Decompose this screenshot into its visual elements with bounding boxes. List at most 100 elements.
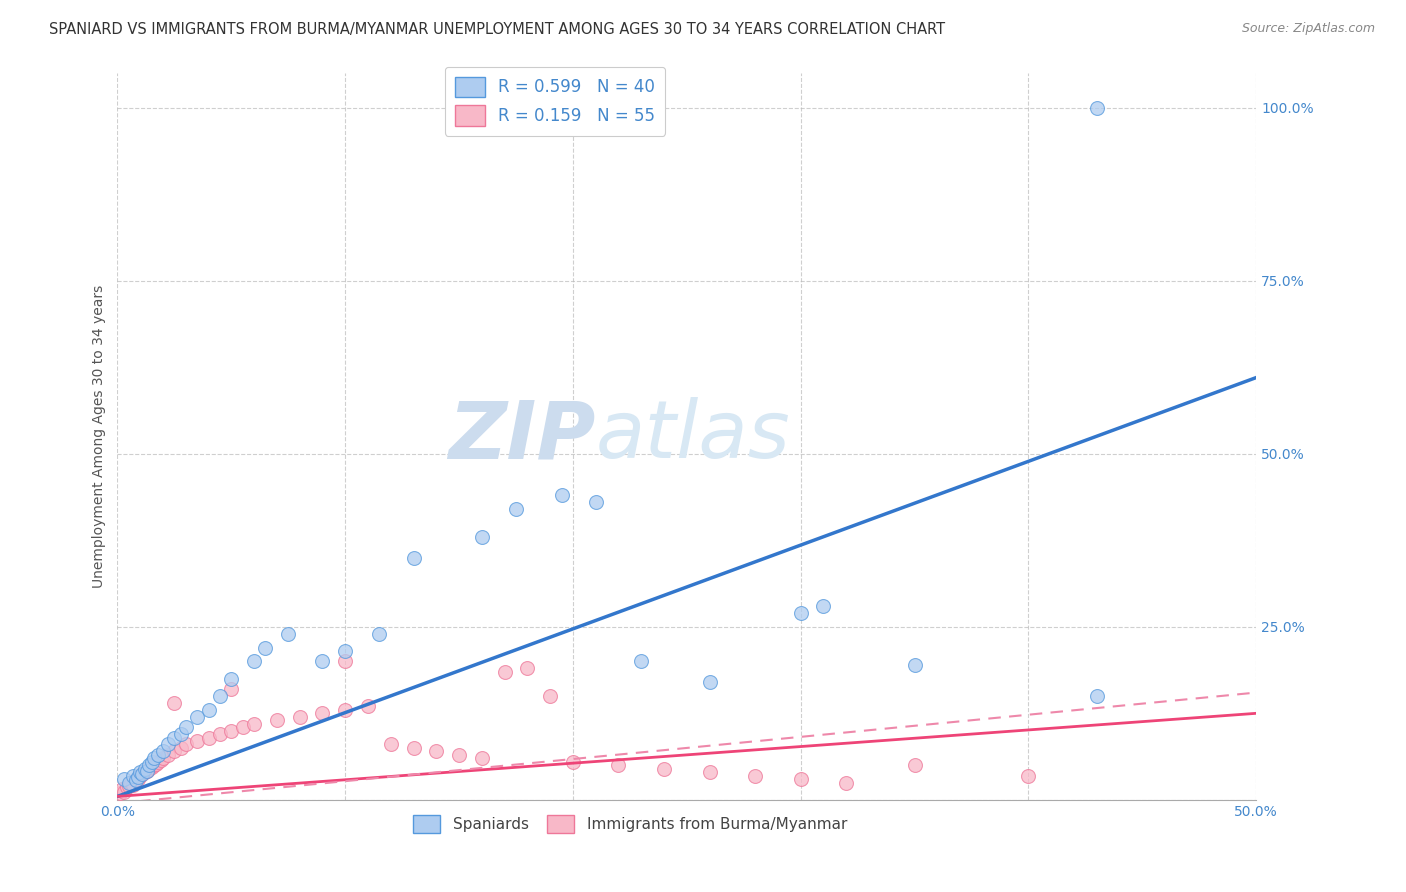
Point xyxy=(221,682,243,697)
Text: Source: ZipAtlas.com: Source: ZipAtlas.com xyxy=(1241,22,1375,36)
Point xyxy=(789,772,811,786)
Point xyxy=(311,706,333,721)
Point xyxy=(131,766,153,780)
Point xyxy=(186,710,208,724)
Point xyxy=(127,772,149,786)
Point xyxy=(120,775,142,789)
Point xyxy=(903,758,925,772)
Point xyxy=(789,606,811,620)
Text: ZIP: ZIP xyxy=(449,398,596,475)
Point xyxy=(148,747,170,762)
Point xyxy=(744,769,766,783)
Point xyxy=(494,665,516,679)
Point xyxy=(134,762,156,776)
Point xyxy=(134,765,156,780)
Point xyxy=(163,731,186,745)
Point xyxy=(208,727,231,741)
Point xyxy=(221,723,243,738)
Point xyxy=(138,762,160,776)
Point xyxy=(127,770,149,784)
Point xyxy=(149,753,172,767)
Text: SPANIARD VS IMMIGRANTS FROM BURMA/MYANMAR UNEMPLOYMENT AMONG AGES 30 TO 34 YEARS: SPANIARD VS IMMIGRANTS FROM BURMA/MYANMA… xyxy=(49,22,945,37)
Point xyxy=(170,740,193,755)
Legend: Spaniards, Immigrants from Burma/Myanmar: Spaniards, Immigrants from Burma/Myanmar xyxy=(406,809,853,839)
Point xyxy=(505,502,527,516)
Point xyxy=(561,755,583,769)
Point xyxy=(118,775,141,789)
Point xyxy=(699,765,721,780)
Point xyxy=(138,758,160,772)
Point xyxy=(585,495,607,509)
Point xyxy=(170,727,193,741)
Point xyxy=(208,689,231,703)
Point xyxy=(115,780,138,795)
Point xyxy=(197,731,219,745)
Y-axis label: Unemployment Among Ages 30 to 34 years: Unemployment Among Ages 30 to 34 years xyxy=(93,285,107,588)
Point xyxy=(903,657,925,672)
Point xyxy=(129,769,152,783)
Point xyxy=(112,784,135,798)
Point xyxy=(142,758,165,772)
Point xyxy=(311,654,333,668)
Point xyxy=(148,755,170,769)
Point xyxy=(243,654,266,668)
Point xyxy=(630,654,652,668)
Point xyxy=(335,703,357,717)
Point xyxy=(221,672,243,686)
Point xyxy=(538,689,561,703)
Point xyxy=(174,738,197,752)
Point xyxy=(156,747,179,762)
Point xyxy=(174,720,197,734)
Point xyxy=(108,786,131,800)
Point xyxy=(232,720,254,734)
Point xyxy=(163,744,186,758)
Point xyxy=(813,599,835,613)
Point xyxy=(699,675,721,690)
Point xyxy=(124,773,146,788)
Point xyxy=(111,782,134,797)
Point xyxy=(124,773,146,788)
Point xyxy=(277,626,299,640)
Point xyxy=(607,758,630,772)
Point xyxy=(335,654,357,668)
Point xyxy=(1085,101,1108,115)
Point xyxy=(1017,769,1039,783)
Point xyxy=(357,699,380,714)
Point xyxy=(152,744,174,758)
Point xyxy=(1085,689,1108,703)
Point xyxy=(471,751,494,765)
Point xyxy=(112,772,135,786)
Point xyxy=(288,710,311,724)
Point xyxy=(335,644,357,658)
Point xyxy=(380,738,402,752)
Point xyxy=(402,740,425,755)
Point xyxy=(136,764,159,778)
Point xyxy=(142,751,165,765)
Point xyxy=(131,766,153,780)
Point xyxy=(402,550,425,565)
Point xyxy=(197,703,219,717)
Point xyxy=(835,775,858,789)
Point xyxy=(129,765,152,780)
Point xyxy=(145,756,167,771)
Point xyxy=(254,640,277,655)
Point xyxy=(141,755,163,769)
Text: atlas: atlas xyxy=(596,398,790,475)
Point xyxy=(550,488,572,502)
Point xyxy=(122,778,145,792)
Point xyxy=(152,751,174,765)
Point xyxy=(425,744,447,758)
Point xyxy=(122,769,145,783)
Point xyxy=(449,747,471,762)
Point xyxy=(156,738,179,752)
Point xyxy=(243,716,266,731)
Point xyxy=(118,779,141,793)
Point xyxy=(652,762,675,776)
Point xyxy=(186,734,208,748)
Point xyxy=(141,759,163,773)
Point xyxy=(516,661,538,675)
Point xyxy=(266,713,288,727)
Point xyxy=(163,696,186,710)
Point xyxy=(368,626,391,640)
Point xyxy=(471,530,494,544)
